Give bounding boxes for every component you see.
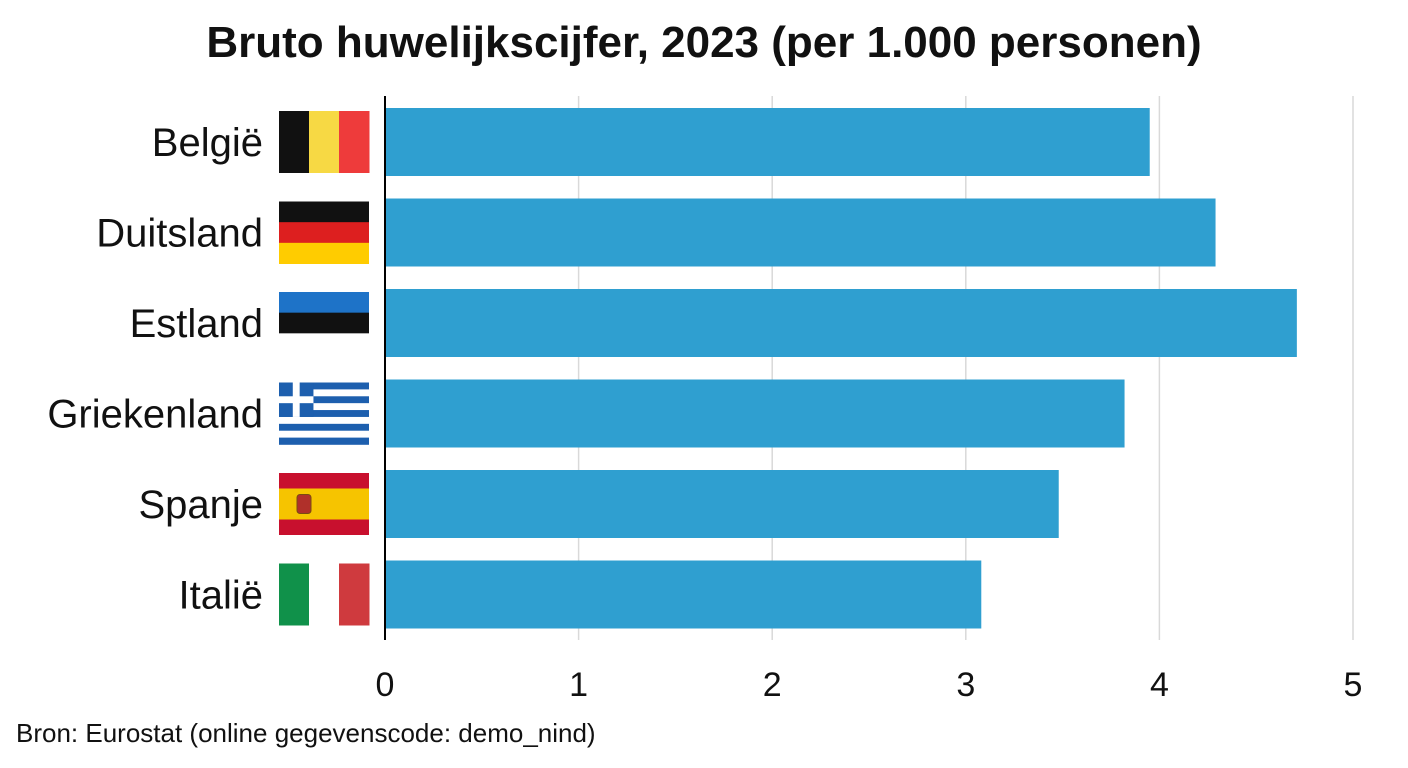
category-label: Spanje <box>138 483 263 527</box>
italy-flag-icon <box>279 563 370 626</box>
category-label: Italië <box>179 574 264 618</box>
spain-flag-icon <box>279 473 369 535</box>
chart-title: Bruto huwelijkscijfer, 2023 (per 1.000 p… <box>206 18 1202 67</box>
category-label: België <box>152 121 263 165</box>
x-tick-label: 3 <box>956 666 975 704</box>
gridlines <box>577 96 1354 640</box>
greece-flag-icon <box>279 382 369 445</box>
x-tick-label: 0 <box>376 666 395 704</box>
bar-1 <box>386 198 1216 267</box>
category-labels: België Duitsland Estland Griekenland Spanje I… <box>47 121 263 618</box>
bar-3 <box>386 379 1125 448</box>
belgium-flag-icon <box>279 111 370 173</box>
bar-0 <box>386 108 1150 176</box>
x-axis-ticks: 0 1 2 3 4 5 <box>376 666 1363 704</box>
x-tick-label: 5 <box>1344 666 1363 704</box>
bar-4 <box>386 470 1059 538</box>
bars <box>386 108 1297 629</box>
x-tick-label: 4 <box>1150 666 1169 704</box>
estonia-flag-icon <box>279 292 369 355</box>
bar-5 <box>386 560 982 629</box>
category-label: Griekenland <box>47 393 263 437</box>
germany-flag-icon <box>279 201 369 264</box>
category-label: Estland <box>130 302 263 346</box>
source-note: Bron: Eurostat (online gegevenscode: dem… <box>16 718 596 748</box>
x-tick-label: 2 <box>763 666 782 704</box>
flags <box>279 111 370 626</box>
bar-2 <box>386 289 1297 357</box>
x-tick-label: 1 <box>569 666 588 704</box>
category-label: Duitsland <box>96 212 263 256</box>
